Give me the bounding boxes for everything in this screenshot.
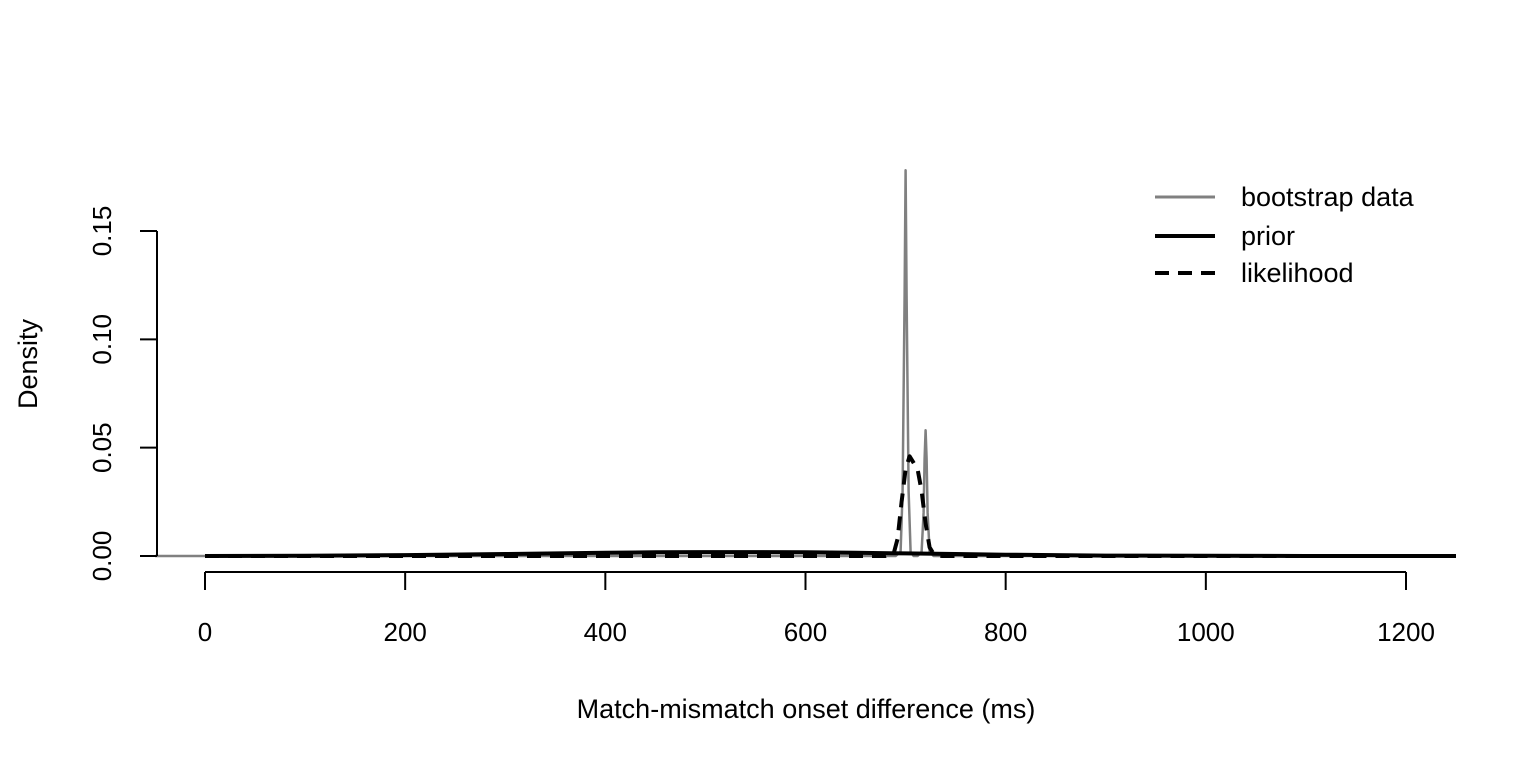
y-tick-label: 0.00 xyxy=(87,531,117,582)
x-tick-label: 200 xyxy=(384,617,427,647)
x-tick-label: 400 xyxy=(584,617,627,647)
y-tick-label: 0.15 xyxy=(87,206,117,257)
x-tick-label: 0 xyxy=(198,617,212,647)
x-axis: 0 200 400 600 800 1000 1200 xyxy=(198,571,1435,647)
y-tick-label: 0.05 xyxy=(87,422,117,473)
series-line-likelihood xyxy=(205,454,1456,558)
legend-label: bootstrap data xyxy=(1241,182,1415,212)
x-axis-label: Match-mismatch onset difference (ms) xyxy=(577,694,1036,724)
x-tick-label: 1200 xyxy=(1377,617,1435,647)
legend-label: prior xyxy=(1241,221,1295,251)
legend-label: likelihood xyxy=(1241,258,1354,288)
y-tick-label: 0.10 xyxy=(87,314,117,365)
x-tick-label: 800 xyxy=(984,617,1027,647)
y-axis: 0.00 0.05 0.10 0.15 xyxy=(87,206,158,582)
series-line-bootstrap-data xyxy=(155,169,1456,558)
x-tick-label: 1000 xyxy=(1177,617,1235,647)
legend: bootstrap data prior likelihood xyxy=(1155,182,1415,288)
y-axis-label: Density xyxy=(13,318,43,409)
x-tick-label: 600 xyxy=(784,617,827,647)
series-lines xyxy=(155,169,1456,558)
